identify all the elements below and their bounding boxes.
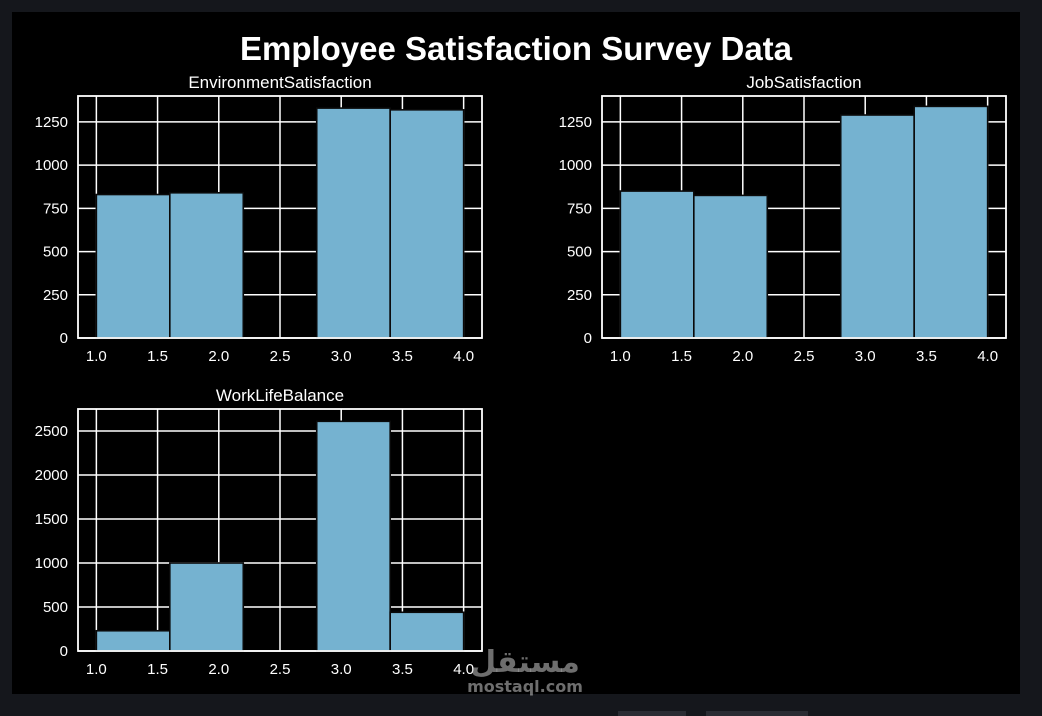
histogram-bar [95,629,171,652]
subplots: EnvironmentSatisfaction 1.0 1.5 2.0 2.5 3.0 3.… [35,73,1007,678]
x-tick-label: 3.5 [916,348,937,365]
histogram-bar [913,105,989,339]
x-tick-label: 1.5 [147,661,168,678]
watermark-latin: mostaql.com [467,677,583,696]
histogram-bar [389,611,465,652]
x-tick-label: 2.5 [270,348,291,365]
y-tick-label: 1250 [559,114,592,131]
subplot-1: EnvironmentSatisfaction 1.0 1.5 2.0 2.5 3.0 3.… [35,73,483,365]
axes-frame [77,95,483,339]
x-tick-label: 4.0 [453,348,474,365]
y-tick-label: 1250 [35,114,68,131]
x-tick-label: 3.0 [855,348,876,365]
y-tick-label: 2500 [35,423,68,440]
x-tick-label: 1.5 [147,348,168,365]
y-tick-label: 0 [60,643,68,660]
x-tick-label: 3.0 [331,661,352,678]
watermark-arabic: مستقل [470,645,580,680]
x-tick-label: 3.5 [392,661,413,678]
y-tick-label: 250 [567,287,592,304]
subplot-3: WorkLifeBalance 1.0 1.5 2.0 2.5 3.0 3.5 4.0 0 500… [35,386,483,678]
y-tick-label: 500 [43,244,68,261]
histogram-bar [315,420,391,652]
x-tick-label: 4.0 [453,661,474,678]
x-tick-label: 1.0 [86,661,107,678]
subplot-title: WorkLifeBalance [216,386,344,405]
y-tick-label: 0 [584,330,592,347]
histogram-bar [619,190,695,339]
y-tick-label: 1000 [35,555,68,572]
subplot-2: JobSatisfaction 1.0 1.5 2.0 2.5 3.0 3.5 4.0 0 250… [559,73,1007,365]
x-tick-label: 2.0 [208,661,229,678]
x-tick-label: 4.0 [977,348,998,365]
histogram-bar [389,109,465,339]
subplot-title: EnvironmentSatisfaction [188,73,371,92]
y-tick-label: 2000 [35,467,68,484]
watermark: مستقل mostaql.com [455,648,595,696]
y-tick-label: 500 [567,244,592,261]
x-tick-label: 2.5 [794,348,815,365]
y-tick-label: 0 [60,330,68,347]
x-tick-label: 1.0 [610,348,631,365]
bottom-strip-right [706,711,808,716]
x-tick-label: 1.0 [86,348,107,365]
y-tick-label: 750 [43,200,68,217]
figure-title: Employee Satisfaction Survey Data [239,30,793,67]
histogram-bar [315,107,391,339]
x-tick-label: 3.0 [331,348,352,365]
figure: Employee Satisfaction Survey Data Enviro… [12,12,1020,696]
x-tick-label: 3.5 [392,348,413,365]
x-tick-label: 2.0 [732,348,753,365]
y-tick-label: 750 [567,200,592,217]
x-tick-label: 2.5 [270,661,291,678]
histogram-bar [169,192,245,339]
x-tick-label: 1.5 [671,348,692,365]
y-tick-label: 1000 [35,157,68,174]
bottom-strip-left [618,711,686,716]
y-tick-label: 500 [43,599,68,616]
y-tick-label: 250 [43,287,68,304]
histogram-bar [95,193,171,339]
histogram-bar [169,562,245,652]
y-tick-label: 1500 [35,511,68,528]
axes-frame [77,408,483,652]
subplot-title: JobSatisfaction [746,73,861,92]
axes-frame [601,95,1007,339]
histogram-bar [839,114,915,339]
histogram-bar [693,194,769,339]
x-tick-label: 2.0 [208,348,229,365]
y-tick-label: 1000 [559,157,592,174]
